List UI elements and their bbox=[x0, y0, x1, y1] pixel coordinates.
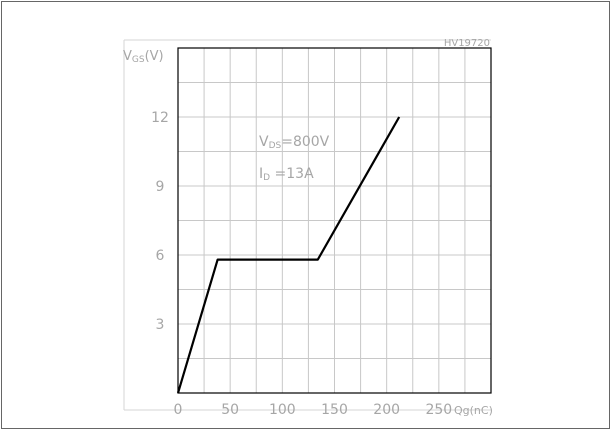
annotation-vds: VDS=800V bbox=[259, 134, 330, 151]
y-tick-label: 12 bbox=[151, 110, 169, 126]
y-tick-label: 6 bbox=[156, 248, 165, 264]
y-axis-label-main: V bbox=[123, 49, 132, 64]
x-tick-label: 150 bbox=[321, 402, 348, 418]
axis-ticks: 0 50 100 150 200 250 3 6 9 12 bbox=[151, 110, 452, 418]
plot-area-border bbox=[177, 47, 492, 394]
y-axis-label: VGS(V) bbox=[123, 49, 164, 65]
annotation-id: ID =13A bbox=[259, 166, 314, 183]
x-axis-label: Qg(nC) bbox=[454, 404, 493, 417]
chart-code: HV19720 bbox=[444, 38, 490, 49]
x-tick-label: 0 bbox=[174, 402, 183, 418]
annotation-vds-main: V bbox=[259, 134, 269, 150]
x-tick-label: 50 bbox=[221, 402, 239, 418]
x-tick-label: 200 bbox=[373, 402, 400, 418]
grid bbox=[123, 39, 491, 411]
annotation-id-main: I bbox=[259, 166, 263, 182]
annotation-vds-sub: DS bbox=[269, 141, 282, 151]
x-tick-label: 100 bbox=[269, 402, 296, 418]
annotation-id-sub: D bbox=[263, 173, 270, 183]
annotation-vds-rest: =800V bbox=[281, 134, 329, 150]
y-tick-label: 3 bbox=[156, 317, 165, 333]
y-tick-label: 9 bbox=[156, 179, 165, 195]
x-tick-label: 250 bbox=[425, 402, 452, 418]
y-axis-label-sub: GS bbox=[132, 55, 145, 65]
series-group bbox=[176, 116, 401, 394]
annotation-id-rest: =13A bbox=[270, 166, 314, 182]
series-line bbox=[176, 116, 401, 394]
y-axis-label-unit: (V) bbox=[145, 49, 164, 64]
